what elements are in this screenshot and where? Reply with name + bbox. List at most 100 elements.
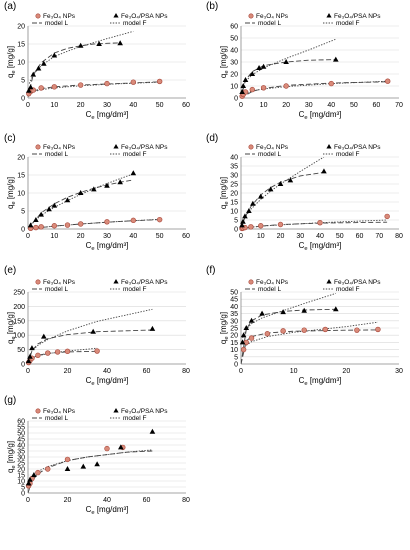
legend-label-fe3o4: Fe₃O₄ NPs [256,144,289,151]
x-axis-label-text: Ce [mg/dm³] [299,110,342,121]
x-axis-label: Ce [mg/dm³] [299,241,342,252]
model-l-curve [241,81,388,98]
model-l-curve [28,350,98,364]
data-point-fe3o4-psa [25,358,32,364]
legend-marker-fe3o4-psa [113,408,119,413]
chart-panel-1: (a) 0 5 10 15 20 0 10 20 30 40 50 60 Ce [mg/dm³] qe [m… [4,1,190,121]
model-l-curve [28,42,121,97]
model-l-curve [241,59,336,98]
y-tick-label: 20 [17,155,25,162]
data-point-fe3o4-psa [246,208,252,213]
data-point-fe3o4-psa [333,306,339,312]
data-point-fe3o4-psa [130,170,137,176]
y-tick-label: 40 [230,304,238,311]
x-tick-label: 60 [356,233,364,240]
y-tick-label: 15 [17,173,25,180]
data-point-fe3o4-psa [41,60,47,66]
y-axis-label: qe [mg/g] [6,46,17,78]
data-point-fe3o4 [264,331,271,337]
legend-label-model-f: model F [336,286,360,293]
data-point-fe3o4-psa [333,56,339,62]
y-tick-label: 10 [17,60,25,67]
model-f-curve [29,81,160,95]
y-tick-label: 40 [17,443,25,450]
legend: Fe₃O₄ NPs Fe₃O₄/PSA NPs model L model F [32,408,168,422]
y-tick-label: 5 [234,218,238,225]
data-point-fe3o4 [64,222,71,228]
data-point-fe3o4-psa [280,309,286,315]
data-point-fe3o4-psa [91,186,97,192]
legend-marker-fe3o4-psa [326,13,332,18]
y-tick-label: 10 [230,209,238,216]
y-tick-label: 45 [17,437,25,444]
panel-label: (f) [206,265,215,276]
legend-label-fe3o4: Fe₃O₄ NPs [43,144,76,151]
x-tick-label: 40 [129,233,137,240]
data-point-fe3o4-psa [96,41,102,46]
y-axis-label-text: qe [mg/g] [219,177,230,209]
x-axis-label-text: Ce [mg/dm³] [299,241,342,252]
legend-label-model-l: model L [258,20,282,27]
x-tick-label: 20 [77,233,85,240]
x-tick-label: 20 [282,102,290,109]
data-point-fe3o4-psa [51,52,58,58]
data-point-fe3o4 [384,213,390,220]
x-tick-label: 30 [296,233,304,240]
data-point-fe3o4-psa [27,222,34,228]
panel-label: (e) [4,265,16,276]
data-point-fe3o4-psa [104,182,110,188]
y-tick-label: 20 [230,191,238,198]
x-axis-label-text: Ce [mg/dm³] [299,376,342,387]
data-point-fe3o4 [258,223,264,229]
data-point-fe3o4 [45,466,51,472]
y-tick-label: 5 [21,485,25,492]
y-tick-label: 200 [13,304,25,311]
y-tick-label: 60 [17,419,25,426]
data-point-fe3o4-psa [27,353,33,359]
x-tick-label: 0 [239,368,243,375]
data-point-fe3o4 [249,86,255,93]
data-point-fe3o4-psa [25,87,32,93]
data-point-fe3o4-psa [64,197,71,203]
chart-panel-3: (c) 0 5 10 15 20 0 10 20 30 40 50 60 Ce [mg/dm³] qe [m… [4,133,190,252]
data-point-fe3o4-psa [77,42,84,48]
model-f-curve [28,30,134,84]
legend-label-fe3o4: Fe₃O₄ NPs [43,408,76,415]
data-point-fe3o4-psa [256,65,262,70]
legend-label-fe3o4-psa: Fe₃O₄/PSA NPs [121,13,168,20]
legend-label-fe3o4-psa: Fe₃O₄/PSA NPs [121,408,168,415]
model-l-curve [241,308,336,364]
y-tick-label: 5 [21,209,25,216]
x-tick-label: 80 [182,368,190,375]
x-tick-label: 30 [395,368,403,375]
y-tick-label: 50 [230,36,238,43]
y-tick-label: 30 [17,455,25,462]
y-tick-label: 15 [17,473,25,480]
panel-label: (c) [4,133,16,144]
x-tick-label: 50 [350,102,358,109]
y-tick-label: 10 [17,191,25,198]
y-axis-label-text: qe [mg/g] [219,46,230,78]
y-tick-label: 25 [17,461,25,468]
legend-marker-fe3o4 [35,13,41,19]
x-tick-label: 10 [290,368,298,375]
y-tick-label: 0 [234,96,238,103]
x-tick-label: 0 [26,102,30,109]
data-point-fe3o4 [248,335,255,341]
legend-label-fe3o4: Fe₃O₄ NPs [256,279,289,286]
y-axis-label: qe [mg/g] [219,46,230,78]
y-tick-label: 0 [234,362,238,369]
data-point-fe3o4-psa [301,307,307,313]
y-axis-label: qe [mg/g] [219,177,230,209]
legend-label-model-f: model F [123,415,147,422]
model-f-curve [29,218,160,229]
data-point-fe3o4-psa [321,168,327,174]
y-tick-label: 25 [230,326,238,333]
x-tick-label: 20 [64,368,72,375]
legend-marker-fe3o4-psa [326,279,332,284]
data-point-fe3o4-psa [35,65,42,71]
y-tick-label: 150 [13,318,25,325]
data-point-fe3o4-psa [242,77,249,82]
x-tick-label: 80 [182,497,190,504]
y-tick-label: 20 [230,72,238,79]
